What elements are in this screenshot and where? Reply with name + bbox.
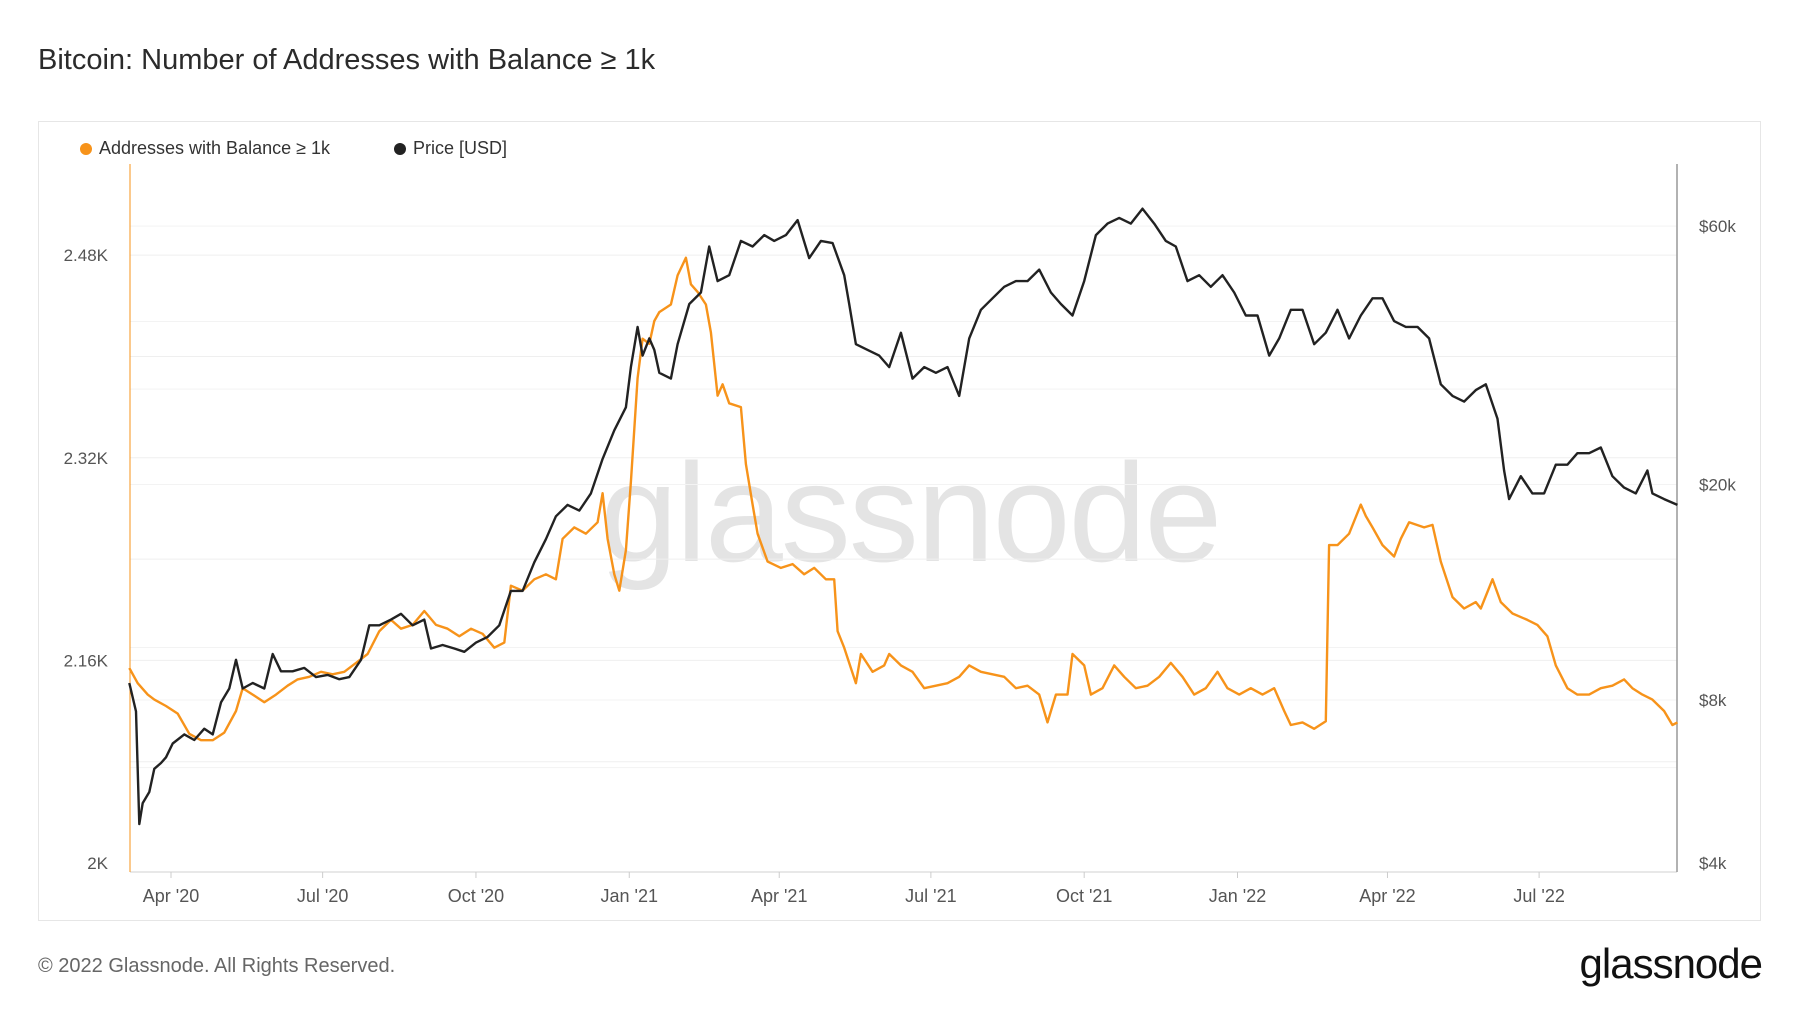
- left-axis-label: 2.32K: [64, 449, 109, 468]
- copyright-text: © 2022 Glassnode. All Rights Reserved.: [38, 955, 396, 977]
- x-tick-label: Jan '21: [601, 886, 658, 906]
- left-axis-label: 2K: [87, 854, 108, 873]
- left-axis-label: 2.16K: [64, 651, 109, 670]
- orange-dot-icon: [80, 142, 92, 155]
- x-tick-label: Jul '22: [1513, 886, 1564, 906]
- x-tick-label: Oct '21: [1056, 886, 1112, 906]
- left-axis-label: 2.48K: [64, 246, 109, 265]
- right-axis-label: $8k: [1699, 691, 1727, 710]
- watermark: glassnode: [600, 434, 1222, 591]
- x-tick-label: Apr '22: [1359, 886, 1415, 906]
- legend-item-addresses[interactable]: Addresses with Balance ≥ 1k: [80, 138, 330, 159]
- chart-frame: [38, 121, 1761, 921]
- right-axis-label: $20k: [1699, 476, 1736, 495]
- legend-label-price: Price [USD]: [413, 138, 508, 158]
- x-tick-label: Jul '21: [905, 886, 956, 906]
- right-axis-label: $4k: [1699, 854, 1727, 873]
- right-axis-label: $60k: [1699, 217, 1736, 236]
- legend-item-price[interactable]: Price [USD]: [394, 138, 507, 159]
- price-series-line: [128, 207, 1678, 826]
- x-tick-label: Oct '20: [448, 886, 504, 906]
- addresses-series-line: [128, 256, 1678, 742]
- x-tick-label: Apr '20: [143, 886, 199, 906]
- legend-label-addresses: Addresses with Balance ≥ 1k: [99, 138, 330, 158]
- x-tick-label: Apr '21: [751, 886, 807, 906]
- glassnode-logo[interactable]: glassnode: [1579, 940, 1763, 987]
- black-dot-icon: [394, 142, 406, 155]
- x-tick-label: Jul '20: [297, 886, 348, 906]
- page-title: Bitcoin: Number of Addresses with Balanc…: [38, 44, 656, 76]
- x-tick-label: Jan '22: [1209, 886, 1266, 906]
